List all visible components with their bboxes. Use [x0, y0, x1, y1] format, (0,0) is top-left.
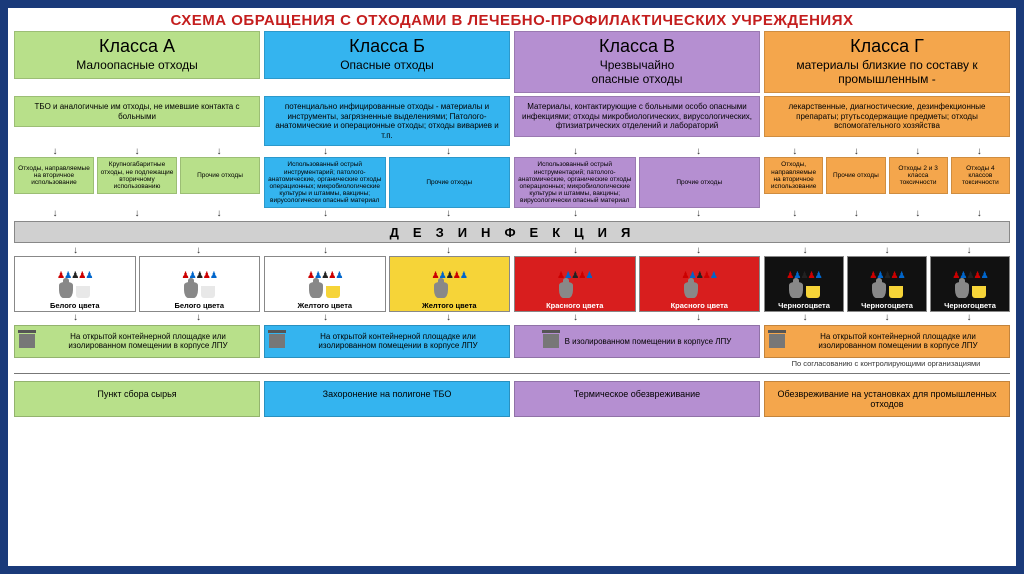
class-sub: Чрезвычайноопасные отходы	[521, 58, 753, 86]
bin-label: Белого цвета	[50, 302, 100, 310]
regulatory-note: По согласованию с контролирующими органи…	[762, 358, 1010, 369]
bag-icon	[872, 282, 886, 298]
subbox: Прочие отходы	[180, 157, 260, 194]
class-desc-row: ТБО и аналогичные им отходы, не имевшие …	[8, 96, 1016, 146]
footer-box: Обезвреживание на установках для промышл…	[764, 381, 1010, 417]
class-head-G: Класса Г материалы близкие по составу к …	[764, 31, 1010, 93]
bin-label: Желтого цвета	[297, 302, 352, 310]
bucket-icon	[451, 286, 465, 298]
container-box: На открытой контейнерной площадке или из…	[764, 325, 1010, 357]
class-sub: материалы близкие по составу к промышлен…	[771, 58, 1003, 86]
waste-bin: ♟♟♟♟♟ Белого цвета	[139, 256, 261, 312]
people-icons: ♟♟♟♟♟	[869, 270, 904, 281]
diagram-frame: СХЕМА ОБРАЩЕНИЯ С ОТХОДАМИ В ЛЕЧЕБНО-ПРО…	[6, 6, 1018, 568]
bucket-icon	[201, 286, 215, 298]
bin-label: Красного цвета	[671, 302, 728, 310]
class-head-B: Класса Б Опасные отходы	[264, 31, 510, 79]
arrow-row-2: ↓↓↓↓↓↓↓↓↓↓↓	[8, 208, 1016, 219]
disinfection-bar: ДЕЗИНФЕКЦИЯ	[14, 221, 1010, 243]
waste-bin: ♟♟♟♟♟ Черногоцвета	[764, 256, 844, 312]
waste-bin: ♟♟♟♟♟ Черногоцвета	[847, 256, 927, 312]
subbox: Отходы 4 классов токсичности	[951, 157, 1010, 194]
class-desc-B: потенциально инфицированные отходы - мат…	[264, 96, 510, 146]
subbox: Отходы, направляемые на вторичное исполь…	[764, 157, 823, 194]
bucket-icon	[972, 286, 986, 298]
bin-label: Желтого цвета	[422, 302, 477, 310]
bucket-icon	[326, 286, 340, 298]
subbox: Прочие отходы	[389, 157, 511, 208]
connector-lines	[14, 369, 1010, 379]
container-icon	[543, 334, 559, 348]
waste-bin: ♟♟♟♟♟ Желтого цвета	[389, 256, 511, 312]
people-icons: ♟♟♟♟♟	[432, 270, 467, 281]
class-desc-A: ТБО и аналогичные им отходы, не имевшие …	[14, 96, 260, 127]
class-sub: Опасные отходы	[271, 58, 503, 72]
footer-box: Термическое обезвреживание	[514, 381, 760, 417]
waste-bin: ♟♟♟♟♟ Черногоцвета	[930, 256, 1010, 312]
bucket-icon	[76, 286, 90, 298]
bag-icon	[434, 282, 448, 298]
bucket-icon	[806, 286, 820, 298]
bin-label: Белого цвета	[174, 302, 224, 310]
subbox: Отходы, направляемые на вторичное исполь…	[14, 157, 94, 194]
container-box: На открытой контейнерной площадке или из…	[14, 325, 260, 357]
bucket-icon	[576, 286, 590, 298]
bucket-icon	[889, 286, 903, 298]
people-icons: ♟♟♟♟♟	[182, 270, 217, 281]
footer-box: Пункт сбора сырья	[14, 381, 260, 417]
bin-row: ♟♟♟♟♟ Белого цвета ♟♟♟♟♟ Белого цвета ♟♟…	[8, 256, 1016, 312]
waste-bin: ♟♟♟♟♟ Красного цвета	[514, 256, 636, 312]
people-icons: ♟♟♟♟♟	[786, 270, 821, 281]
bag-icon	[59, 282, 73, 298]
arrow-row-4: ↓↓↓↓↓↓↓↓↓	[8, 312, 1016, 323]
subbox: Отходы 2 и 3 класса токсичности	[889, 157, 948, 194]
main-title: СХЕМА ОБРАЩЕНИЯ С ОТХОДАМИ В ЛЕЧЕБНО-ПРО…	[8, 8, 1016, 31]
subbox: Использованный острый инструментарий; па…	[264, 157, 386, 208]
subbox: Прочие отходы	[826, 157, 885, 194]
subbox: Крупногабаритные отходы, не подлежащие в…	[97, 157, 177, 194]
class-head-A: Класса А Малоопасные отходы	[14, 31, 260, 79]
bag-icon	[955, 282, 969, 298]
subbox-row: Отходы, направляемые на вторичное исполь…	[8, 157, 1016, 208]
people-icons: ♟♟♟♟♟	[952, 270, 987, 281]
footer-row: Пункт сбора сырьяЗахоронение на полигоне…	[8, 379, 1016, 417]
waste-bin: ♟♟♟♟♟ Желтого цвета	[264, 256, 386, 312]
bag-icon	[309, 282, 323, 298]
bag-icon	[184, 282, 198, 298]
footer-box: Захоронение на полигоне ТБО	[264, 381, 510, 417]
class-sub: Малоопасные отходы	[21, 58, 253, 72]
class-desc-V: Материалы, контактирующие с больными осо…	[514, 96, 760, 137]
class-desc-G: лекарственные, диагностические, дезинфек…	[764, 96, 1010, 137]
subbox: Использованный острый инструментарий; па…	[514, 157, 636, 208]
container-box: На открытой контейнерной площадке или из…	[264, 325, 510, 357]
class-head-V: Класса В Чрезвычайноопасные отходы	[514, 31, 760, 93]
waste-bin: ♟♟♟♟♟ Красного цвета	[639, 256, 761, 312]
container-box: В изолированном помещении в корпусе ЛПУ	[514, 325, 760, 357]
arrow-row-1: ↓↓↓↓↓↓↓↓↓↓↓	[8, 146, 1016, 157]
class-name: Класса Б	[271, 36, 503, 57]
arrow-row-3: ↓↓↓↓↓↓↓↓↓	[8, 245, 1016, 256]
container-row: На открытой контейнерной площадке или из…	[8, 323, 1016, 357]
class-name: Класса А	[21, 36, 253, 57]
container-icon	[769, 334, 785, 348]
bin-label: Черногоцвета	[861, 302, 913, 310]
container-icon	[19, 334, 35, 348]
bin-label: Черногоцвета	[944, 302, 996, 310]
bucket-icon	[701, 286, 715, 298]
note-area: По согласованию с контролирующими органи…	[8, 358, 1016, 369]
class-header-row: Класса А Малоопасные отходы Класса Б Опа…	[8, 31, 1016, 93]
people-icons: ♟♟♟♟♟	[682, 270, 717, 281]
bag-icon	[559, 282, 573, 298]
bin-label: Красного цвета	[546, 302, 603, 310]
class-name: Класса Г	[771, 36, 1003, 57]
container-icon	[269, 334, 285, 348]
class-name: Класса В	[521, 36, 753, 57]
subbox: Прочие отходы	[639, 157, 761, 208]
bag-icon	[789, 282, 803, 298]
bin-label: Черногоцвета	[778, 302, 830, 310]
bag-icon	[684, 282, 698, 298]
waste-bin: ♟♟♟♟♟ Белого цвета	[14, 256, 136, 312]
